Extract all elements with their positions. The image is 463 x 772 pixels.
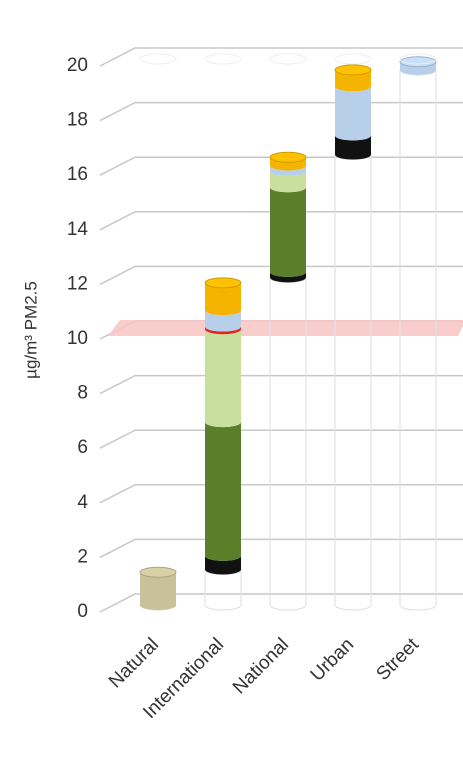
column-top-outline (269, 53, 307, 65)
bar-segment (140, 572, 176, 610)
y-tick-label: 14 (67, 219, 89, 240)
y-tick-label: 2 (77, 546, 88, 567)
cylinder-cap (269, 151, 307, 163)
base-segment (399, 69, 437, 611)
column-top-outline (399, 53, 437, 65)
bar-segment (205, 555, 241, 575)
bar-segment (270, 170, 306, 193)
column-top-outline (334, 53, 372, 65)
y-tick-label: 0 (77, 601, 88, 622)
y-axis-label: µg/m³ PM2.5 (21, 281, 40, 379)
bar-segment (270, 187, 306, 277)
cylinder-cap (399, 56, 437, 68)
y-tick-label: 16 (67, 164, 88, 185)
y-tick-label: 4 (77, 492, 88, 513)
grid-line (99, 429, 463, 449)
grid-line (99, 484, 463, 504)
y-tick-label: 8 (77, 383, 88, 404)
bar-segment (400, 61, 436, 75)
grid-line (99, 593, 463, 613)
bar-segment (335, 69, 371, 92)
cylinder-cap (334, 64, 372, 76)
base-segment (204, 569, 242, 611)
bar-segment (205, 282, 241, 316)
threshold-band (108, 320, 463, 336)
bar-segment (335, 86, 371, 141)
x-tick-label: Street (372, 634, 423, 685)
grid-line (99, 538, 463, 559)
cylinder-cap (204, 277, 242, 289)
x-tick-label: National (229, 634, 293, 698)
y-tick-label: 20 (67, 55, 88, 76)
grid-line (99, 265, 463, 286)
y-tick-label: 18 (67, 110, 88, 131)
bar-segment (335, 135, 371, 160)
bar-segment (270, 165, 306, 176)
column-top-outline (139, 53, 177, 65)
bar-segment (205, 422, 241, 561)
column-top-outline (204, 53, 242, 65)
y-tick-label: 6 (77, 437, 88, 458)
y-tick-label: 12 (67, 273, 88, 294)
bar-segment (270, 271, 306, 283)
bar-segment (205, 329, 241, 428)
bar-segment (205, 310, 241, 332)
x-tick-label: Natural (105, 634, 163, 692)
grid-line (99, 47, 463, 67)
bar-segment (205, 326, 241, 335)
bar-segment (270, 157, 306, 171)
base-segment (334, 154, 372, 611)
grid-line (99, 101, 463, 122)
grid-line (99, 374, 463, 395)
y-tick-label: 10 (67, 328, 88, 349)
x-tick-label: Urban (307, 634, 358, 685)
cylinder-cap (139, 566, 177, 578)
grid-line (99, 211, 463, 231)
